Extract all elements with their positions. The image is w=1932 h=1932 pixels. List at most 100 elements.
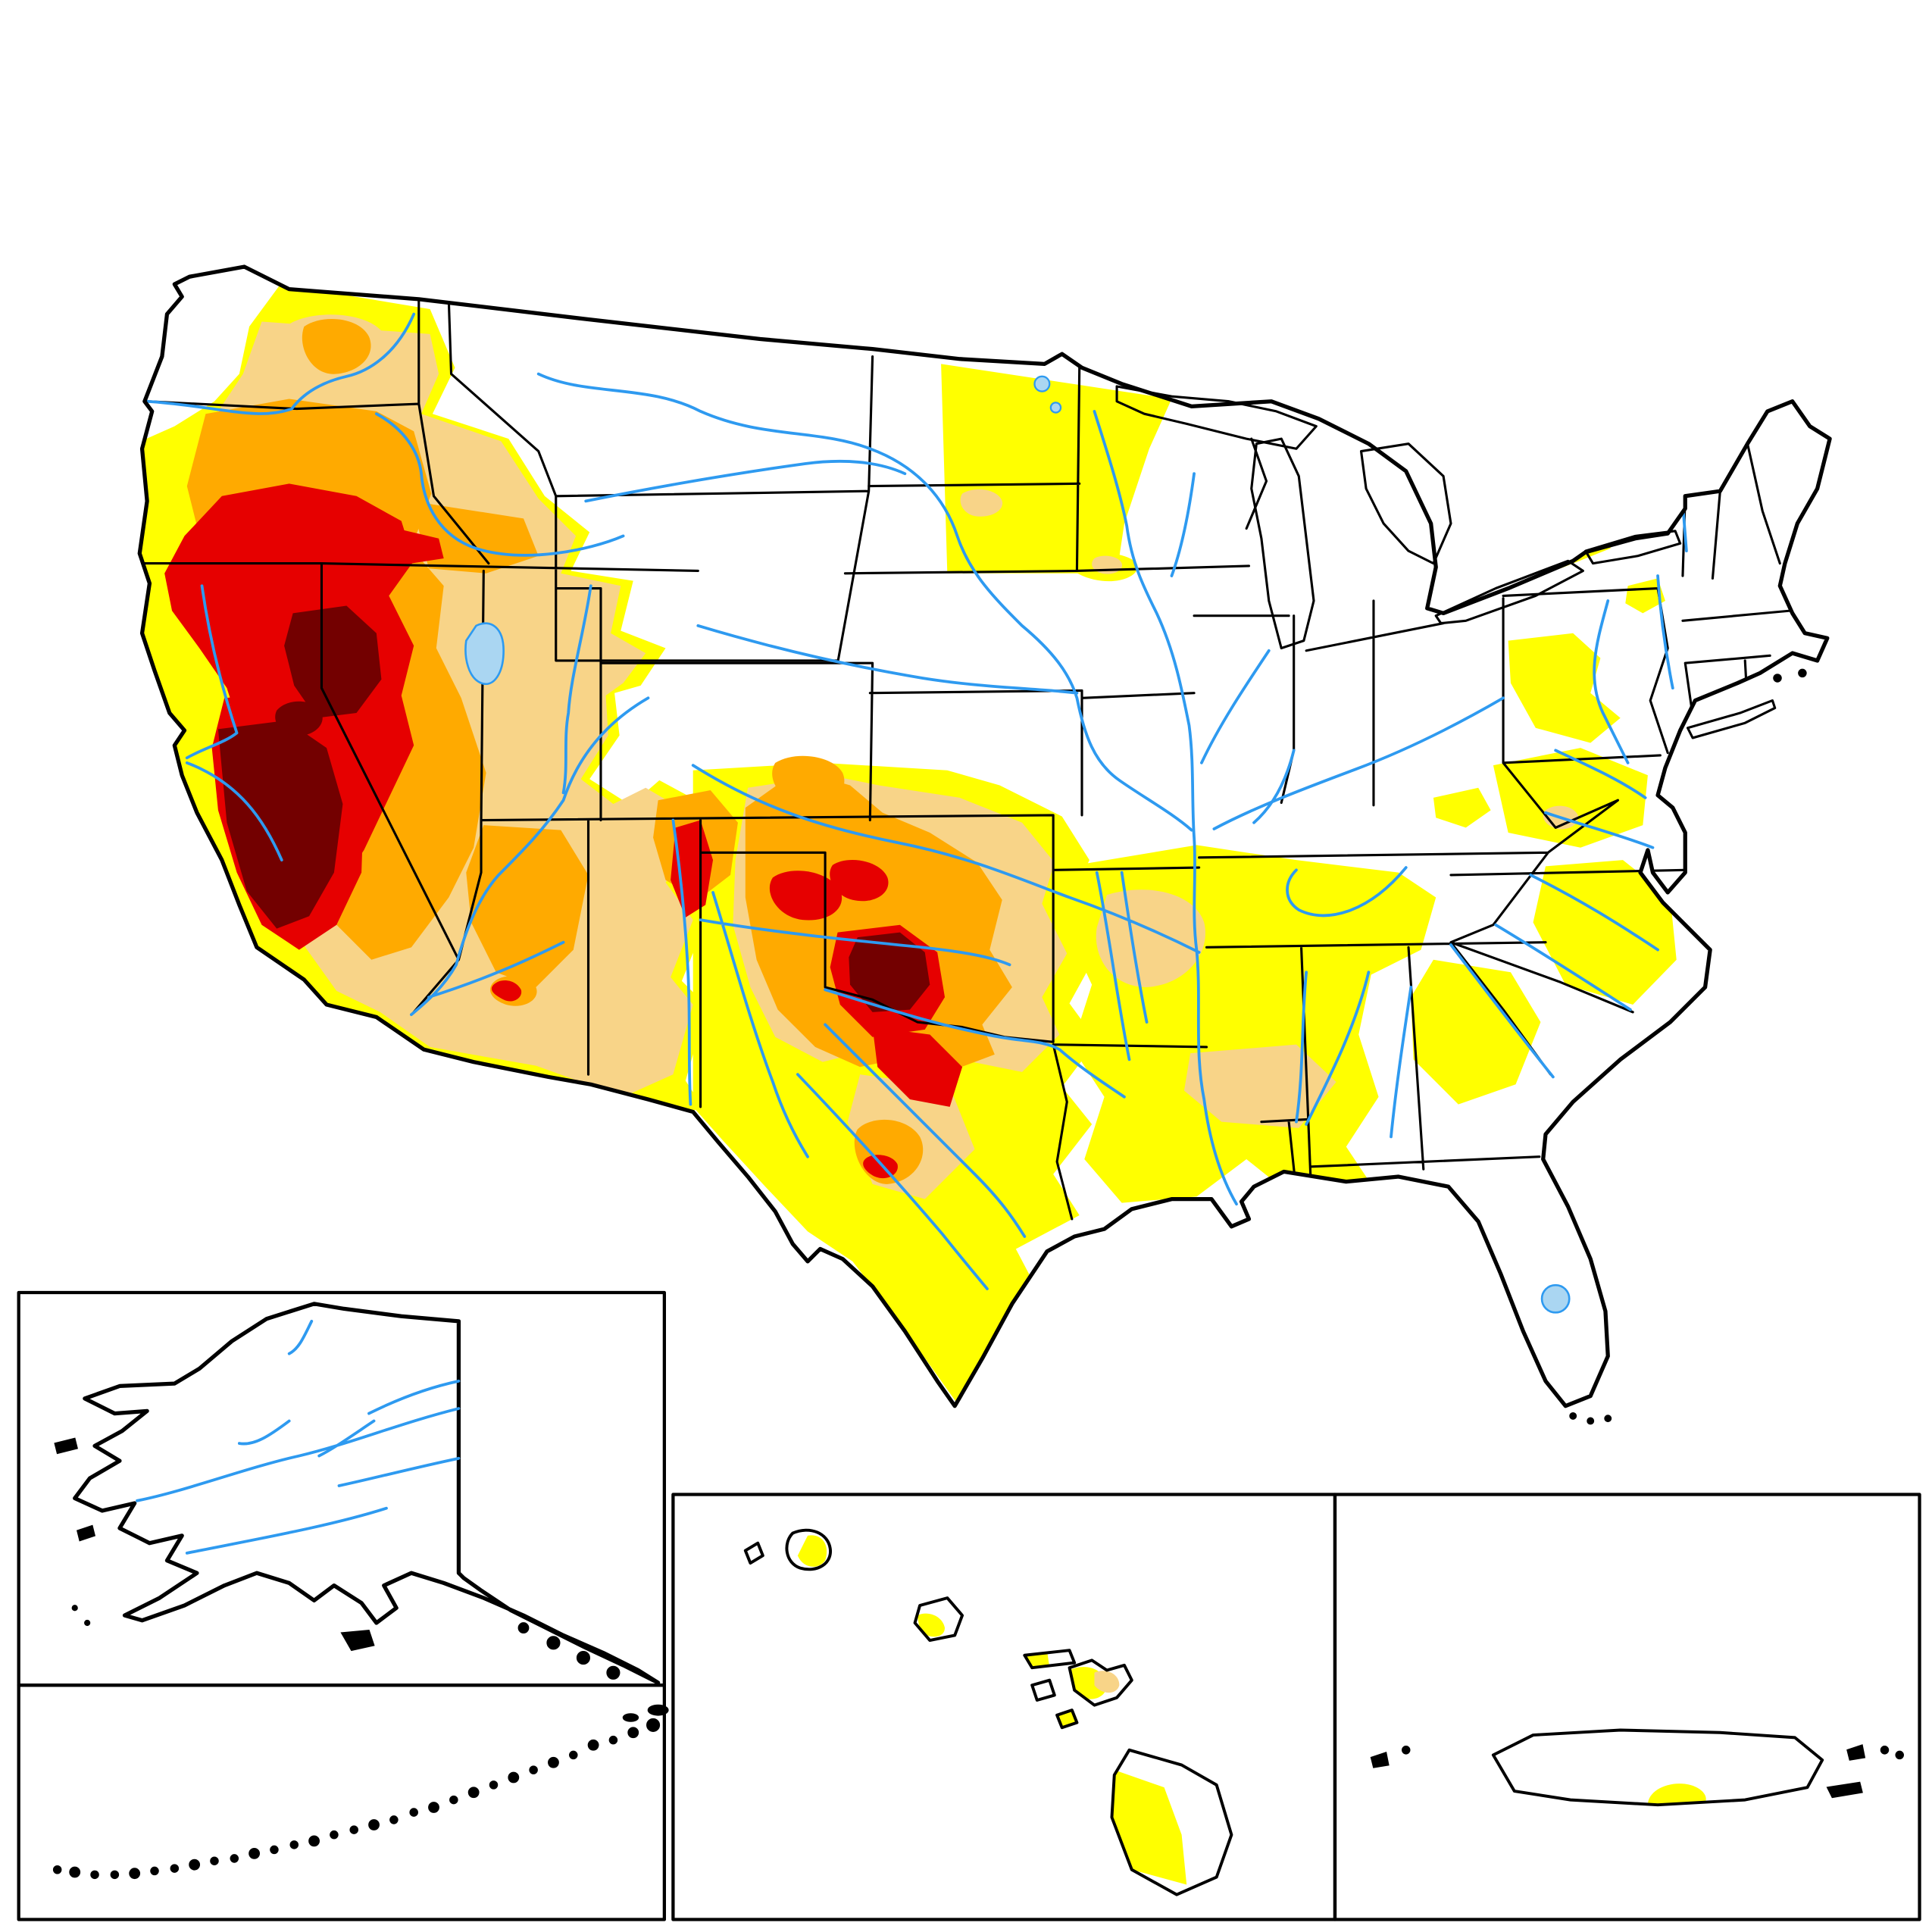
maui-island: [1068, 1658, 1133, 1707]
hawaii-inset-frame: [671, 1493, 1337, 1921]
aleutian-island: [110, 1870, 120, 1880]
long-island: [1686, 699, 1777, 739]
d0-wv: [1433, 787, 1491, 828]
d1-maui: [1094, 1671, 1120, 1693]
d2-plains-core: [745, 770, 1012, 1070]
florida-key: [1587, 1417, 1595, 1425]
aleutian-island: [622, 1713, 639, 1722]
kauai-island: [785, 1528, 832, 1571]
aleutians-inset: [17, 1683, 669, 1921]
aleutian-island: [349, 1825, 358, 1834]
virgin-island: [1895, 1750, 1904, 1760]
lake-okeechobee: [1540, 1283, 1571, 1314]
aleutian-island: [368, 1819, 380, 1830]
d0-ny-east: [1625, 578, 1665, 614]
d4-ca-central: [217, 720, 343, 929]
aleutian-island: [270, 1845, 279, 1855]
aleutian-island: [230, 1854, 239, 1863]
culebra-island: [1846, 1744, 1866, 1761]
aleutian-island: [330, 1830, 339, 1840]
aleutian-island: [189, 1859, 201, 1871]
aleutian-island: [428, 1802, 439, 1813]
mona-island: [1370, 1752, 1390, 1768]
d0-kauai: [797, 1535, 827, 1567]
aleutian-island: [249, 1847, 261, 1859]
aleutian-island: [646, 1718, 661, 1732]
conus-outline: [137, 264, 1832, 1408]
nantucket-island: [1798, 668, 1807, 678]
marthas-vineyard-island: [1773, 674, 1782, 683]
panhandle-island: [576, 1651, 590, 1665]
aleutian-island: [467, 1787, 480, 1799]
niihau-island: [743, 1541, 764, 1565]
aleutian-island: [210, 1856, 219, 1865]
d3-az-dot: [491, 980, 522, 1002]
d1-arkansas: [1096, 889, 1205, 987]
pribilof-island: [84, 1619, 91, 1627]
d3-co-ks: [769, 871, 843, 921]
aleutian-island: [69, 1866, 81, 1878]
d0-big-island: [1109, 1770, 1187, 1885]
puerto-rico-inset: [1333, 1493, 1921, 1921]
d2-ks-west: [772, 755, 845, 805]
small-lakes: [464, 375, 1571, 1314]
lake-michigan: [1250, 437, 1315, 650]
d0-virginia: [1493, 748, 1648, 848]
minnesota-lake-2: [1049, 402, 1062, 414]
aleutian-island: [129, 1868, 141, 1880]
aleutian-island: [90, 1870, 99, 1880]
desecheo-island: [1401, 1746, 1411, 1755]
lanai-island: [1030, 1678, 1056, 1702]
minnesota-lake: [1033, 375, 1051, 392]
lake-huron: [1359, 442, 1452, 565]
aleutian-island: [409, 1808, 418, 1817]
aleutian-island: [569, 1750, 578, 1760]
hawaii-inset: [671, 1493, 1337, 1921]
panhandle-island: [546, 1636, 561, 1650]
vieques-island: [1826, 1781, 1863, 1799]
d1-nd-spot: [960, 489, 1003, 517]
alaska-inset: [17, 1290, 667, 1687]
rivers: [145, 312, 1688, 1290]
d3-oregon-arm: [396, 528, 444, 564]
aleutian-island: [52, 1865, 62, 1874]
aleutian-island: [449, 1795, 458, 1805]
d0-pa-md: [1508, 633, 1621, 743]
state-border-lines: [139, 298, 1792, 1221]
lake-superior: [1115, 385, 1318, 450]
drought-layer-d4: [217, 605, 930, 1012]
aleutian-island: [308, 1835, 320, 1847]
aleutian-island: [170, 1864, 180, 1873]
panhandle-island: [606, 1665, 621, 1680]
oahu-island: [913, 1596, 964, 1643]
aleutian-island: [627, 1727, 639, 1739]
d2-wa-north: [302, 318, 371, 374]
d0-oahu: [917, 1613, 946, 1637]
d4-sw-oklahoma: [849, 932, 930, 1012]
molokai-island: [1023, 1649, 1077, 1670]
aleutian-island: [508, 1771, 520, 1784]
aleutian-islands-chain: [52, 1704, 669, 1880]
d3-tx-streak: [872, 1027, 963, 1107]
river-lines: [145, 312, 1688, 1290]
aleutian-island: [587, 1739, 599, 1751]
hawaii-island-outlines: [743, 1528, 1233, 1896]
alaska-landmass: [73, 1302, 661, 1685]
lake-ontario: [1584, 530, 1682, 565]
conus-map: [137, 264, 1832, 1425]
aleutian-island: [608, 1735, 618, 1745]
florida-key: [1569, 1411, 1577, 1420]
hawaii-drought-d1: [1094, 1671, 1120, 1693]
aleutian-island: [489, 1780, 499, 1790]
aleutian-island: [647, 1704, 669, 1716]
st-lawrence-island: [54, 1437, 78, 1455]
d0-ny-north: [1598, 456, 1648, 496]
aleutians-inset-frame: [17, 1683, 667, 1921]
kahoolawe-island: [1055, 1708, 1079, 1730]
puerto-rico-island: [1491, 1728, 1824, 1807]
kodiak-island: [340, 1629, 375, 1652]
d0-georgia: [1411, 959, 1541, 1105]
d4-sierra-bridge: [275, 701, 323, 736]
panhandle-island: [517, 1622, 530, 1633]
